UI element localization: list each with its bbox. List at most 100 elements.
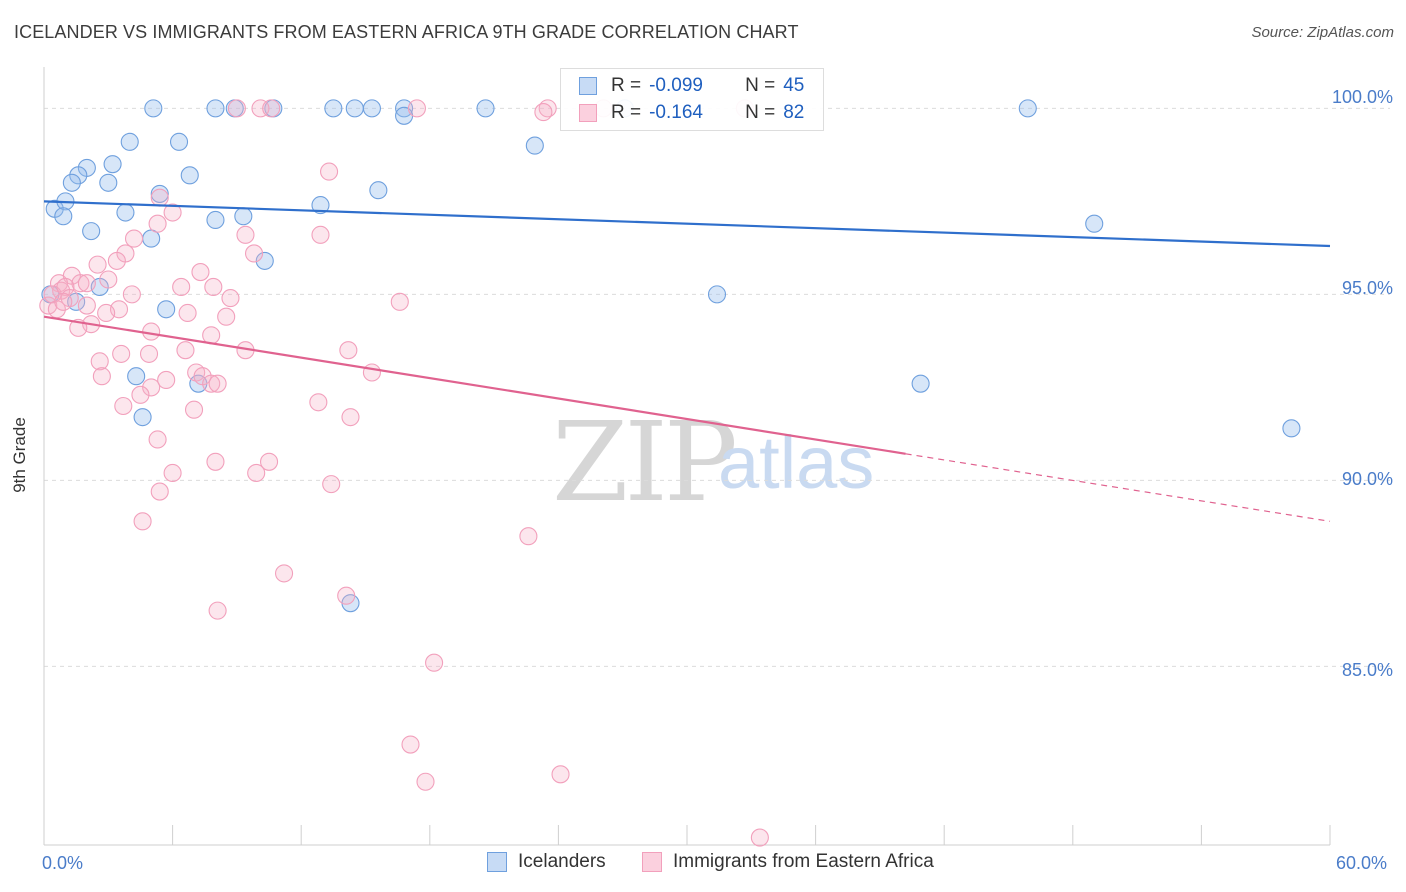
eastern-africa-point [163,203,182,222]
icelander-point [707,285,727,304]
icelander-point [369,181,388,200]
eastern-africa-point [90,352,109,371]
icelander-point [62,173,81,192]
icelander-trend-line [43,200,1331,248]
eastern-africa-point [77,296,96,315]
eastern-africa-point [150,482,169,501]
icelander-point [255,251,274,270]
eastern-africa-point [262,99,281,118]
legend-row-eastern-africa: R = -0.164 N = 82 [579,100,804,126]
eastern-africa-point [88,255,107,274]
eastern-africa-point [416,772,435,791]
legend-row-icelanders: R = -0.099 N = 45 [579,73,804,99]
eastern-africa-point [112,344,131,363]
eastern-africa-point [191,263,210,282]
legend-swatch-pink [579,104,597,122]
icelander-point [1018,99,1037,118]
eastern-africa-point [362,363,381,382]
chart-title: ICELANDER VS IMMIGRANTS FROM EASTERN AFR… [14,22,799,42]
eastern-africa-point [71,274,90,293]
legend-r-label: R = [611,75,642,96]
source-label: Source: ZipAtlas.com [1251,24,1394,41]
eastern-africa-point [142,322,161,341]
eastern-africa-point [54,292,73,311]
eastern-africa-point [124,229,144,248]
eastern-africa-point [178,303,197,323]
icelander-point [234,207,253,226]
series-legend-label: Icelanders [518,851,606,872]
eastern-africa-point [311,225,330,244]
eastern-africa-point [114,396,133,416]
icelander-point [54,207,73,226]
watermark-zip: ZIP [552,398,738,526]
eastern-africa-point [390,292,409,311]
icelander-point [133,408,152,427]
legend-n-value: 45 [783,75,805,96]
y-tick-label-85: 85.0% [1341,660,1393,680]
y-tick-label-90: 90.0% [1341,469,1393,489]
eastern-africa-point [122,285,141,304]
eastern-africa-trend-line [43,315,906,455]
series-legend-icelanders: Icelanders [487,851,606,873]
legend-swatch-blue [579,77,597,95]
icelander-point [144,99,163,118]
icelander-point [180,166,199,185]
icelander-point [1085,214,1104,233]
eastern-africa-point [750,828,769,847]
legend-swatch-blue [487,852,507,872]
eastern-africa-point [176,341,195,360]
eastern-africa-point [227,99,246,118]
eastern-africa-point [275,564,294,583]
eastern-africa-point [247,463,266,483]
eastern-africa-point [142,378,161,397]
y-axis-label: 9th Grade [10,417,29,493]
series-legend-eastern-africa: Immigrants from Eastern Africa [642,851,934,873]
eastern-africa-point [39,296,58,315]
icelander-point [1282,419,1301,438]
legend-n-value: 82 [783,102,805,123]
eastern-africa-point [56,277,75,296]
icelander-point [69,166,88,185]
icelander-point [116,203,135,222]
eastern-africa-point [208,374,227,393]
eastern-africa-point [150,188,169,207]
eastern-africa-point [320,162,339,181]
eastern-africa-point [99,270,118,289]
watermark-atlas: atlas [718,421,875,504]
eastern-africa-point [172,277,191,296]
eastern-africa-point [221,289,240,308]
icelander-point [169,132,189,151]
eastern-africa-point [339,341,358,360]
eastern-africa-point [206,452,225,471]
eastern-africa-point [259,452,279,471]
eastern-africa-point [251,99,270,118]
series-legend: Icelanders Immigrants from Eastern Afric… [0,851,1406,877]
icelander-point [311,196,330,215]
eastern-africa-point [148,214,167,233]
eastern-africa-point [131,385,150,404]
icelander-point [324,99,343,118]
eastern-africa-point [534,103,553,122]
eastern-africa-point [551,765,570,784]
legend-swatch-pink [642,852,662,872]
eastern-africa-point [202,374,221,393]
icelander-point [206,210,225,230]
icelander-point [99,173,118,192]
eastern-africa-point [77,274,96,293]
y-tick-label-100: 100.0% [1331,87,1393,107]
eastern-africa-point [139,344,159,363]
eastern-africa-point [236,225,255,244]
eastern-africa-point [217,307,236,326]
eastern-africa-point [157,370,176,390]
icelander-point [476,99,495,118]
eastern-africa-point [148,430,167,449]
eastern-africa-point [92,367,111,386]
icelander-point [103,155,122,174]
stats-legend: R = -0.099 N = 45 R = -0.164 N = 82 [560,68,824,131]
legend-n-label: N = [745,75,776,96]
eastern-africa-point [407,99,426,118]
eastern-africa-point [337,586,356,605]
icelander-point [911,374,930,393]
eastern-africa-point [133,512,152,531]
